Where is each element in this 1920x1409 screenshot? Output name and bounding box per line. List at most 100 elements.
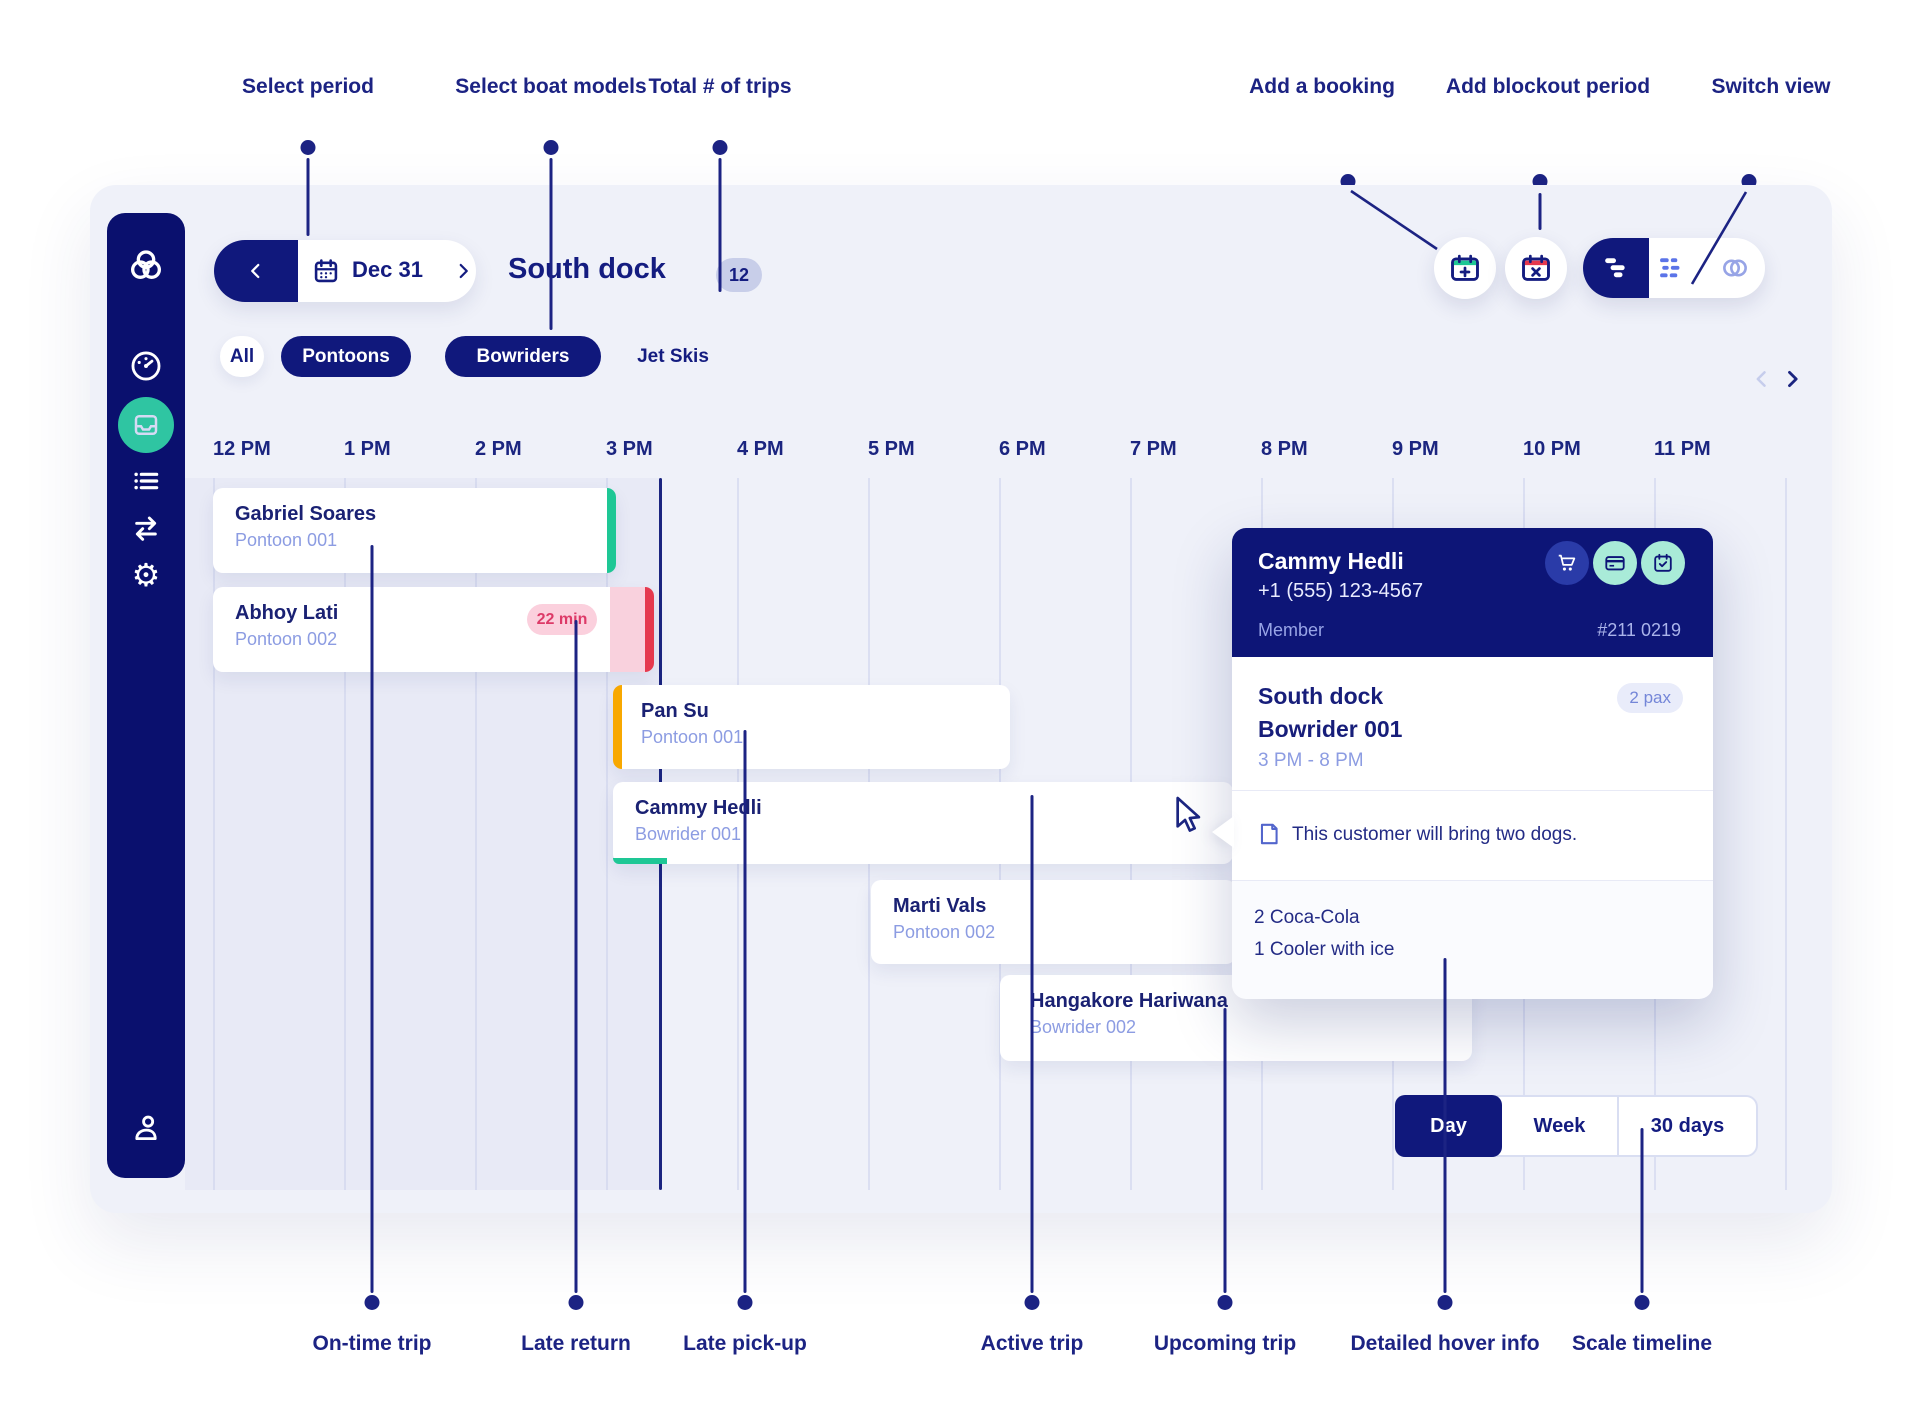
annotation-line [1443,958,1447,1293]
annotation-total-trips: Total # of trips [648,75,792,98]
annotation-dot [543,140,559,155]
filter-chip-bowriders[interactable]: Bowriders [445,336,601,377]
filter-chip-all[interactable]: All [220,336,264,377]
sidebar-item-list[interactable] [126,461,166,501]
gear-icon: ⚙ [131,557,161,593]
annotation-switch-view: Switch view [1711,75,1831,98]
view-timeline-button[interactable] [1583,238,1649,298]
chevron-right-icon [459,263,468,279]
customer-name: Cammy Hedli [1258,548,1404,574]
confirm-booking-button[interactable] [1641,541,1685,585]
annotation-add-booking: Add a booking [1249,75,1395,98]
gauge-icon [131,351,161,381]
hover-time-range: 3 PM - 8 PM [1258,750,1364,771]
annotation-dot [568,1295,584,1310]
annotation-dot [1437,1295,1453,1310]
calendar-check-icon [1654,553,1672,572]
hover-card-tail [1212,816,1234,848]
booking-name: Hangakore Hariwana [1030,990,1228,1012]
note-icon [1256,821,1282,847]
hover-dock: South dock [1258,683,1384,709]
scale-30days-button[interactable]: 30 days [1650,1114,1725,1137]
annotation-line [1640,1128,1644,1293]
late-overrun-region [610,587,645,672]
booking-name: Gabriel Soares [235,503,377,525]
sidebar-item-bookings-active[interactable] [118,397,174,453]
hour-label: 2 PM [475,438,522,460]
annotation-line [1223,1008,1227,1293]
cursor-icon [1172,795,1206,835]
annotation-line [549,158,553,330]
annotation-line [574,620,578,1293]
filter-chip-jetskis[interactable]: Jet Skis [637,345,709,367]
chevron-left-icon [1756,371,1766,387]
annotation-select-boat-models: Select boat models [455,75,647,98]
hover-item: 2 Coca-Cola [1254,907,1360,928]
annotation-upcoming-trip: Upcoming trip [1153,1332,1297,1355]
hover-item: 1 Cooler with ice [1254,939,1395,960]
booking-id: #211 0219 [1597,620,1681,640]
trip-count-badge: 12 [716,258,762,292]
scale-week-button[interactable]: Week [1502,1097,1619,1155]
hover-items-section: 2 Coca-Cola 1 Cooler with ice [1232,880,1713,999]
next-day-button[interactable] [454,262,472,280]
sidebar-item-profile[interactable] [126,1108,166,1148]
hour-label: 4 PM [737,438,784,460]
annotation-dot [712,140,728,155]
view-switcher [1583,238,1765,298]
booking-card-marti[interactable]: Marti Vals Pontoon 002 [871,880,1236,964]
booking-card-gabriel[interactable]: Gabriel Soares Pontoon 001 [213,488,616,573]
booking-card-pansu[interactable]: Pan Su Pontoon 001 [613,685,1010,769]
annotation-add-blockout: Add blockout period [1445,75,1651,98]
add-booking-button[interactable] [1434,237,1496,299]
hour-label: 10 PM [1523,438,1581,460]
booking-card-cammy[interactable]: Cammy Hedli Bowrider 001 [613,782,1233,864]
cart-button[interactable] [1545,541,1589,585]
timeline-prev-button[interactable] [1752,368,1772,390]
cart-icon [1558,554,1576,571]
timeline-next-button[interactable] [1782,368,1802,390]
date-picker[interactable]: Dec 31 [214,240,476,302]
view-list-button[interactable] [1659,256,1687,280]
inbox-icon [134,415,158,435]
chevron-left-icon [251,263,260,279]
annotation-late-return: Late return [521,1332,631,1355]
booking-card-abhoy[interactable]: Abhoy Lati Pontoon 002 22 min [213,587,654,672]
sidebar-item-settings[interactable]: ⚙ [126,555,166,595]
hover-note-section: This customer will bring two dogs. [1232,790,1713,881]
annotation-detailed-hover: Detailed hover info [1350,1332,1540,1355]
app-logo[interactable] [126,246,166,286]
filter-chip-pontoons[interactable]: Pontoons [281,336,411,377]
credit-card-icon [1605,556,1625,571]
booking-boat: Bowrider 002 [1030,1017,1137,1037]
annotation-dot [1634,1295,1650,1310]
view-rings-button[interactable] [1720,255,1750,281]
hour-label: 1 PM [344,438,391,460]
gridline [606,478,608,1190]
calendar-x-icon [1522,254,1550,281]
gridline [213,478,215,1190]
customer-phone: +1 (555) 123-4567 [1258,580,1424,602]
late-duration-badge: 22 min [527,604,597,635]
person-icon [135,1115,157,1141]
hour-label: 12 PM [213,438,271,460]
prev-day-button[interactable] [214,240,298,302]
payment-button[interactable] [1593,541,1637,585]
sidebar-item-dashboard[interactable] [126,346,166,386]
booking-boat: Pontoon 001 [235,530,338,550]
annotation-line [306,158,310,236]
sidebar-item-transfers[interactable] [126,508,166,548]
booking-name: Pan Su [641,700,709,722]
annotation-select-period: Select period [242,75,374,98]
late-return-status-bar [645,587,654,672]
add-blockout-button[interactable] [1505,237,1567,299]
page-title: South dock [508,253,666,285]
annotation-on-time: On-time trip [312,1332,432,1355]
annotation-dot [1217,1295,1233,1310]
scale-day-button[interactable]: Day [1395,1095,1502,1157]
annotation-line [718,158,722,292]
booking-boat: Pontoon 002 [893,922,996,942]
hour-label: 11 PM [1654,438,1711,460]
pax-badge: 2 pax [1617,683,1683,713]
annotation-scale-timeline: Scale timeline [1571,1332,1713,1355]
